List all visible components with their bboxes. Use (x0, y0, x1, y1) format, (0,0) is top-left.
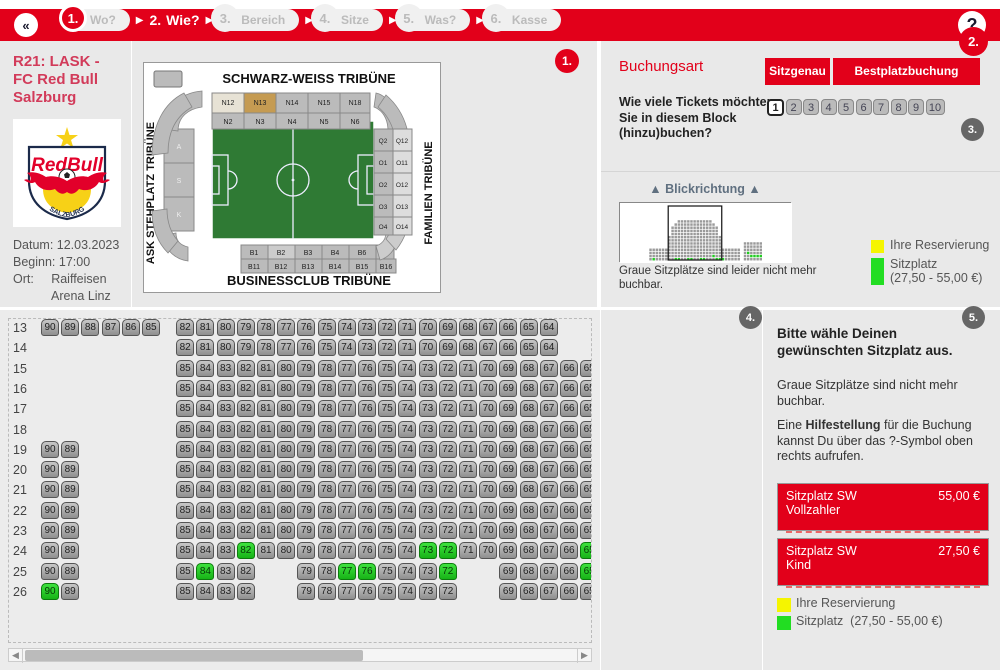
svg-text:B2: B2 (277, 250, 286, 257)
svg-text:B1: B1 (250, 250, 259, 257)
svg-text:B3: B3 (304, 250, 313, 257)
svg-text:N15: N15 (318, 100, 331, 107)
svg-text:N13: N13 (254, 100, 267, 107)
svg-text:N6: N6 (351, 119, 360, 126)
svg-text:B11: B11 (248, 264, 260, 271)
svg-text:B16: B16 (380, 264, 393, 271)
svg-text:N18: N18 (349, 100, 362, 107)
svg-text:O3: O3 (379, 204, 388, 211)
svg-text:O2: O2 (379, 182, 388, 189)
svg-text:O14: O14 (396, 224, 409, 231)
svg-text:O4: O4 (379, 224, 388, 231)
svg-text:K: K (177, 212, 182, 219)
svg-text:A: A (177, 144, 182, 151)
svg-text:FAMILIEN TRIBÜNE: FAMILIEN TRIBÜNE (422, 141, 435, 244)
svg-text:O13: O13 (396, 204, 409, 211)
svg-text:N12: N12 (222, 100, 235, 107)
svg-text:N3: N3 (256, 119, 265, 126)
svg-text:N4: N4 (288, 119, 297, 126)
svg-text:SCHWARZ-WEISS TRIBÜNE: SCHWARZ-WEISS TRIBÜNE (222, 71, 396, 86)
svg-text:N14: N14 (286, 100, 299, 107)
svg-text:B15: B15 (356, 264, 369, 271)
svg-text:B14: B14 (329, 264, 342, 271)
svg-text:Q12: Q12 (396, 138, 409, 145)
svg-text:O1: O1 (379, 160, 388, 167)
svg-text:O11: O11 (396, 160, 408, 167)
svg-text:S: S (177, 178, 182, 185)
svg-text:O12: O12 (396, 182, 409, 189)
svg-text:B4: B4 (331, 250, 340, 257)
svg-text:Q2: Q2 (379, 138, 388, 145)
svg-text:N2: N2 (224, 119, 233, 126)
svg-text:N5: N5 (320, 119, 329, 126)
svg-text:BUSINESSCLUB TRIBÜNE: BUSINESSCLUB TRIBÜNE (227, 273, 391, 288)
svg-text:B12: B12 (275, 264, 288, 271)
svg-text:B6: B6 (358, 250, 367, 257)
svg-text:B13: B13 (302, 264, 315, 271)
